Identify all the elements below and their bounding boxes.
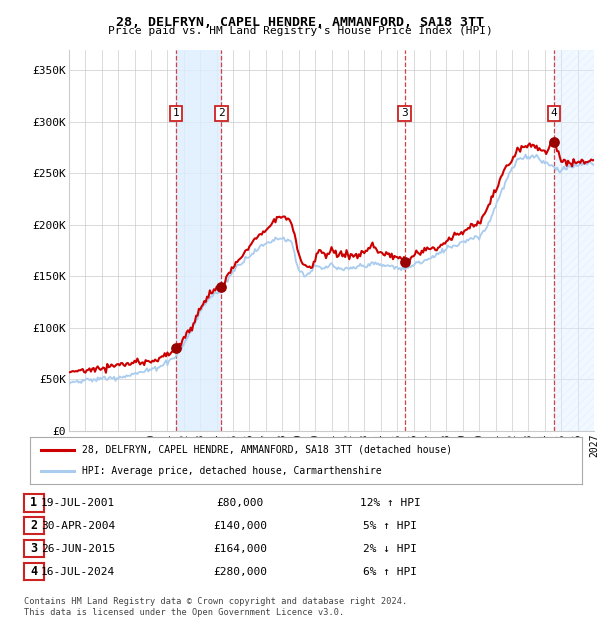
Text: 5% ↑ HPI: 5% ↑ HPI — [363, 521, 417, 531]
Text: 26-JUN-2015: 26-JUN-2015 — [41, 544, 115, 554]
Text: 2: 2 — [31, 520, 37, 532]
Text: 19-JUL-2001: 19-JUL-2001 — [41, 498, 115, 508]
Text: £280,000: £280,000 — [213, 567, 267, 577]
Text: 16-JUL-2024: 16-JUL-2024 — [41, 567, 115, 577]
Text: £140,000: £140,000 — [213, 521, 267, 531]
Text: 30-APR-2004: 30-APR-2004 — [41, 521, 115, 531]
Text: 4: 4 — [550, 108, 557, 118]
Text: HPI: Average price, detached house, Carmarthenshire: HPI: Average price, detached house, Carm… — [82, 466, 382, 476]
Text: 4: 4 — [31, 565, 37, 578]
Point — [172, 343, 181, 353]
Point — [217, 281, 226, 291]
Text: 2: 2 — [218, 108, 225, 118]
Text: 1: 1 — [173, 108, 179, 118]
Text: 1: 1 — [31, 497, 37, 509]
Text: £164,000: £164,000 — [213, 544, 267, 554]
Point — [400, 257, 409, 267]
Text: £80,000: £80,000 — [217, 498, 263, 508]
Text: 3: 3 — [31, 542, 37, 555]
Text: Price paid vs. HM Land Registry's House Price Index (HPI): Price paid vs. HM Land Registry's House … — [107, 26, 493, 36]
Bar — [554, 50, 594, 431]
Text: 2% ↓ HPI: 2% ↓ HPI — [363, 544, 417, 554]
Text: 6% ↑ HPI: 6% ↑ HPI — [363, 567, 417, 577]
Text: 12% ↑ HPI: 12% ↑ HPI — [359, 498, 421, 508]
Text: 28, DELFRYN, CAPEL HENDRE, AMMANFORD, SA18 3TT (detached house): 28, DELFRYN, CAPEL HENDRE, AMMANFORD, SA… — [82, 445, 452, 454]
Point — [549, 138, 559, 148]
Text: Contains HM Land Registry data © Crown copyright and database right 2024.: Contains HM Land Registry data © Crown c… — [24, 597, 407, 606]
Bar — [176, 50, 221, 431]
Text: 3: 3 — [401, 108, 408, 118]
Text: 28, DELFRYN, CAPEL HENDRE, AMMANFORD, SA18 3TT: 28, DELFRYN, CAPEL HENDRE, AMMANFORD, SA… — [116, 16, 484, 29]
Text: This data is licensed under the Open Government Licence v3.0.: This data is licensed under the Open Gov… — [24, 608, 344, 617]
